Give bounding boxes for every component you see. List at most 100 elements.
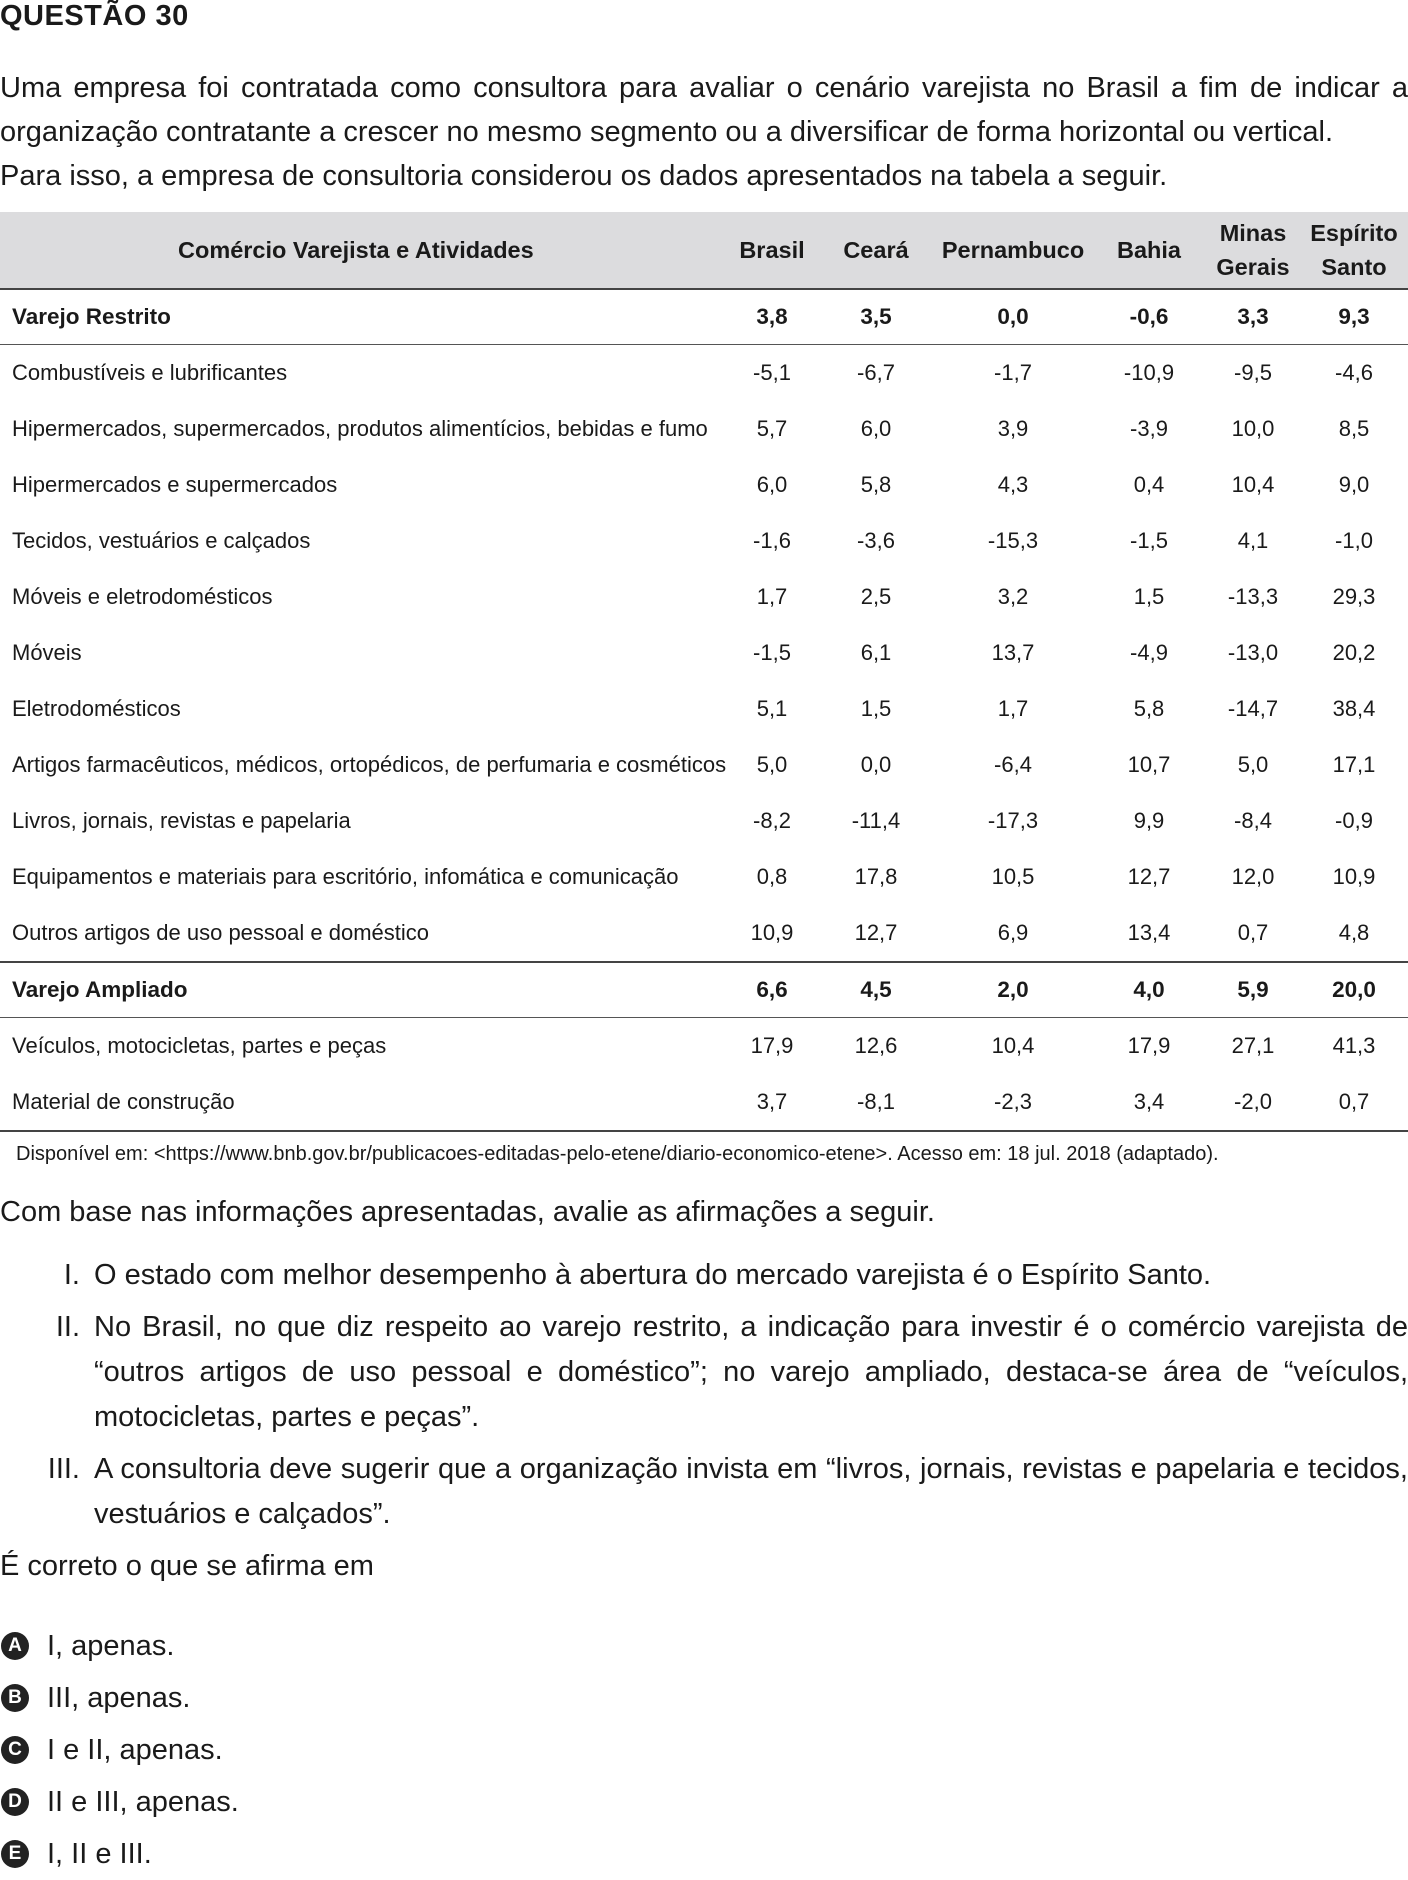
row-label: Móveis e eletrodomésticos (12, 584, 273, 609)
table-row: Móveis -1,5 6,1 13,7 -4,9 -13,0 20,2 (0, 625, 1408, 681)
table-row: Hipermercados e supermercados 6,0 5,8 4,3 0,… (0, 457, 1408, 513)
header-activities: Comércio Varejista e Atividades (0, 212, 726, 290)
table-row: Livros, jornais, revistas e papelaria -8,… (0, 793, 1408, 849)
option-letter-badge: E (1, 1840, 29, 1868)
question-prompt: É correto o que se afirma em (0, 1550, 374, 1582)
row-label: Material de construção (0, 1074, 726, 1132)
row-value: 3,8 (726, 289, 818, 345)
statement-text: A consultoria deve sugerir que a organiz… (94, 1453, 1408, 1530)
row-value: 17,1 (1332, 752, 1376, 777)
row-value: 17,9 (750, 1033, 794, 1058)
row-value: 10,7 (1127, 752, 1171, 777)
row-value: 3,7 (726, 1074, 818, 1132)
row-value: 10,0 (1231, 416, 1275, 441)
option-letter-badge: B (1, 1684, 29, 1712)
row-value: 3,3 (1206, 289, 1300, 345)
row-value: -2,3 (934, 1074, 1092, 1132)
row-value: 1,5 (1133, 584, 1165, 609)
row-value: 4,1 (1237, 528, 1269, 553)
header-espirito-santo: Espírito Santo (1300, 212, 1408, 290)
row-value: 2,0 (934, 962, 1092, 1018)
table-row: Material de construção 3,7 -8,1 -2,3 3,4 -2,0… (0, 1074, 1408, 1132)
row-value: 4,0 (1092, 962, 1206, 1018)
row-value: 4,5 (818, 962, 934, 1018)
row-value: -10,9 (1123, 360, 1175, 385)
row-value: -6,7 (857, 360, 895, 385)
row-value: 2,5 (860, 584, 892, 609)
row-value: -1,7 (994, 360, 1032, 385)
table-row: Outros artigos de uso pessoal e doméstic… (0, 905, 1408, 963)
row-value: 12,0 (1231, 864, 1275, 889)
table-row: Artigos farmacêuticos, médicos, ortopédi… (0, 737, 1408, 793)
row-value: 0,7 (1206, 905, 1300, 963)
row-value: 17,9 (1127, 1033, 1171, 1058)
row-value: 12,6 (854, 1033, 898, 1058)
row-value: 0,8 (756, 864, 788, 889)
row-value: 17,8 (854, 864, 898, 889)
option-c[interactable]: C I e II, apenas. (0, 1724, 239, 1776)
row-value: 5,1 (756, 696, 788, 721)
row-value: 6,6 (726, 962, 818, 1018)
row-value: 1,5 (860, 696, 892, 721)
row-value: 1,7 (756, 584, 788, 609)
row-label: Artigos farmacêuticos, médicos, ortopédi… (12, 752, 727, 777)
row-value: 0,4 (1133, 472, 1165, 497)
header-bahia: Bahia (1092, 212, 1206, 290)
row-value: -1,0 (1335, 528, 1373, 553)
option-a[interactable]: A I, apenas. (0, 1620, 239, 1672)
row-value: 13,4 (1092, 905, 1206, 963)
row-value: 4,8 (1300, 905, 1408, 963)
row-label: Outros artigos de uso pessoal e doméstic… (0, 905, 726, 963)
row-label: Eletrodomésticos (12, 696, 181, 721)
option-b[interactable]: B III, apenas. (0, 1672, 239, 1724)
option-d[interactable]: D II e III, apenas. (0, 1776, 239, 1828)
row-value: -15,3 (987, 528, 1039, 553)
table-row: Equipamentos e materiais para escritório… (0, 849, 1408, 905)
row-value: 5,0 (1237, 752, 1269, 777)
header-ceara: Ceará (818, 212, 934, 290)
option-letter-badge: C (1, 1736, 29, 1764)
statements-list: I. O estado com melhor desempenho à aber… (0, 1253, 1408, 1544)
row-value: -0,9 (1335, 808, 1373, 833)
row-value: 27,1 (1231, 1033, 1275, 1058)
row-value: 1,7 (997, 696, 1029, 721)
row-value: 20,0 (1300, 962, 1408, 1018)
row-label: Móveis (12, 640, 82, 665)
header-brasil: Brasil (726, 212, 818, 290)
row-value: 9,3 (1300, 289, 1408, 345)
row-value: -14,7 (1227, 696, 1279, 721)
row-value: 8,5 (1338, 416, 1370, 441)
row-label: Combustíveis e lubrificantes (12, 360, 288, 385)
row-value: 13,7 (991, 640, 1035, 665)
table-row: Móveis e eletrodomésticos 1,7 2,5 3,2 1,5 -13… (0, 569, 1408, 625)
row-value: -1,5 (753, 640, 791, 665)
option-e[interactable]: E I, II e III. (0, 1828, 239, 1880)
option-letter-badge: A (1, 1632, 29, 1660)
row-label: Livros, jornais, revistas e papelaria (12, 808, 351, 833)
answer-options: A I, apenas. B III, apenas. C I e II, ap… (0, 1620, 239, 1880)
table-row: Varejo Ampliado 6,6 4,5 2,0 4,0 5,9 20,0 (0, 962, 1408, 1018)
row-value: 29,3 (1332, 584, 1376, 609)
option-text: I e II, apenas. (47, 1733, 223, 1766)
statement-text: No Brasil, no que diz respeito ao varejo… (94, 1311, 1408, 1433)
row-value: -9,5 (1234, 360, 1272, 385)
intro-text: Uma empresa foi contratada como consulto… (0, 66, 1408, 198)
option-letter-badge: D (1, 1788, 29, 1816)
row-label: Hipermercados e supermercados (12, 472, 338, 497)
header-pernambuco: Pernambuco (934, 212, 1092, 290)
statement-item: II. No Brasil, no que diz respeito ao va… (0, 1305, 1408, 1440)
row-value: -0,6 (1092, 289, 1206, 345)
row-value: 10,9 (726, 905, 818, 963)
statement-number: III. (47, 1453, 80, 1485)
statement-number: II. (55, 1311, 80, 1343)
row-value: 6,0 (756, 472, 788, 497)
option-text: I, II e III. (47, 1837, 152, 1870)
row-value: 3,5 (818, 289, 934, 345)
row-value: 6,0 (860, 416, 892, 441)
row-value: -1,5 (1130, 528, 1168, 553)
row-value: 5,7 (756, 416, 788, 441)
row-value: 4,3 (997, 472, 1029, 497)
table-row: Hipermercados, supermercados, produtos a… (0, 401, 1408, 457)
table-row: Varejo Restrito 3,8 3,5 0,0 -0,6 3,3 9,3 (0, 289, 1408, 345)
row-value: -1,6 (753, 528, 791, 553)
